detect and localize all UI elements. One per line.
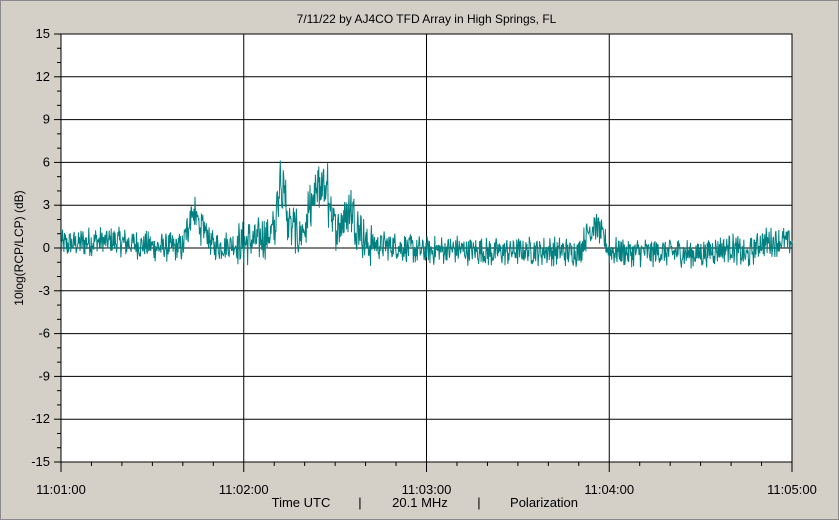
y-tick-label: -15 [31, 454, 50, 469]
x-axis: 11:01:00 11:02:00 11:03:00 11:04:00 11:05:00 [36, 462, 817, 497]
y-tick-label: -12 [31, 411, 50, 426]
y-tick-label: -6 [38, 326, 50, 341]
x-tick-label: 11:04:00 [584, 482, 634, 497]
footer-text: Time UTC [272, 495, 331, 510]
y-tick-label: -3 [38, 283, 50, 298]
footer-text: | [358, 495, 361, 510]
x-tick-label: 11:03:00 [402, 482, 452, 497]
y-tick-label: 9 [43, 112, 50, 127]
series-line [60, 160, 793, 269]
footer-text: Polarization [510, 495, 578, 510]
y-axis-label: 10log(RCP/LCP) (dB) [12, 190, 26, 305]
footer-text: 20.1 MHz [392, 495, 448, 510]
footer: Time UTC | 20.1 MHz | Polarization [272, 495, 578, 510]
series-layer [60, 160, 793, 269]
chart-title: 7/11/22 by AJ4CO TFD Array in High Sprin… [297, 12, 557, 26]
y-axis: 15 12 9 6 3 0 -3 -6 -9 -12 -15 [31, 26, 61, 469]
x-tick-label: 11:02:00 [219, 482, 269, 497]
y-tick-label: 12 [36, 69, 50, 84]
y-tick-label: 3 [43, 197, 50, 212]
x-tick-label: 11:05:00 [767, 482, 817, 497]
y-tick-label: 15 [36, 26, 50, 41]
y-tick-label: -9 [38, 368, 50, 383]
y-tick-label: 0 [43, 240, 50, 255]
x-tick-label: 11:01:00 [36, 482, 86, 497]
footer-text: | [477, 495, 480, 510]
y-tick-label: 6 [43, 154, 50, 169]
